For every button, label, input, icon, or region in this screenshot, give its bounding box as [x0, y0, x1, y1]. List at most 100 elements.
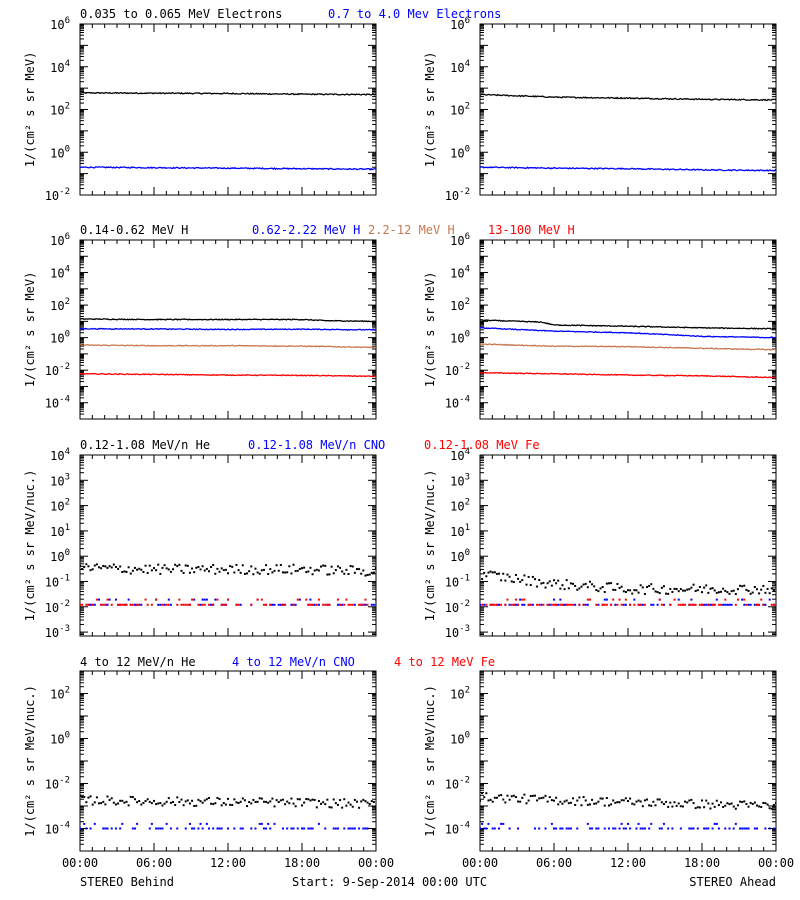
data-point [254, 567, 257, 570]
panel-ahead: 10-2 100 102 104 106 1/(cm² s sr MeV) [423, 16, 777, 203]
data-point [677, 603, 680, 606]
data-point [355, 800, 358, 803]
data-point [104, 565, 107, 568]
data-point [656, 798, 659, 801]
data-point [713, 603, 716, 606]
data-point [755, 827, 758, 830]
data-point [572, 603, 575, 606]
data-point [106, 795, 109, 798]
data-point [87, 603, 90, 606]
data-point [290, 827, 293, 830]
data-point [237, 801, 240, 804]
data-point [660, 586, 663, 589]
data-point [205, 567, 208, 570]
data-point [523, 574, 526, 577]
data-point [138, 603, 141, 606]
data-point [317, 822, 320, 825]
data-point [743, 827, 746, 830]
data-point [362, 569, 365, 572]
data-point [553, 579, 555, 582]
data-point [309, 827, 312, 830]
data-point [184, 800, 187, 803]
data-point [273, 569, 276, 572]
legend-entry: 4 to 12 MeV/n He [80, 655, 196, 669]
data-point [167, 598, 170, 601]
data-point [93, 564, 96, 567]
data-point [102, 827, 105, 830]
data-point [686, 588, 689, 591]
data-point [167, 568, 170, 571]
data-point [366, 573, 369, 576]
data-point [260, 598, 263, 601]
data-point [85, 827, 88, 830]
data-point [349, 803, 352, 806]
data-point [574, 803, 577, 806]
data-point [309, 598, 312, 601]
data-point [506, 794, 509, 797]
series-group [480, 791, 776, 830]
data-point [286, 827, 289, 830]
data-point [301, 804, 303, 807]
data-point [246, 572, 249, 575]
data-point [265, 564, 268, 567]
data-point [353, 798, 356, 801]
data-point [201, 827, 204, 830]
data-point [104, 803, 107, 806]
data-point [548, 580, 551, 583]
data-point [601, 586, 604, 589]
data-point [578, 603, 581, 606]
data-point [199, 603, 202, 606]
panel-ahead: 10-3 10-2 10-1 100 101 102 103 104 1/(cm² s sr M… [423, 447, 777, 640]
data-point [93, 822, 96, 825]
data-point [296, 598, 299, 601]
data-point [483, 571, 486, 574]
data-point [100, 802, 103, 805]
data-point [662, 803, 665, 806]
data-point [631, 802, 634, 805]
y-tick-label: 10-1 [45, 573, 70, 589]
data-point [167, 603, 170, 606]
data-point [246, 805, 249, 808]
data-point [296, 827, 299, 830]
data-point [493, 603, 496, 606]
data-point [546, 603, 549, 606]
data-point [656, 603, 659, 606]
data-point [241, 827, 244, 830]
data-point [131, 827, 134, 830]
data-point [222, 802, 225, 805]
plot-frame [79, 670, 377, 852]
data-point [510, 580, 513, 583]
data-point [343, 572, 346, 575]
data-point [595, 827, 598, 830]
x-tick-label: 00:00 [462, 856, 498, 870]
data-point [553, 603, 555, 606]
data-point [675, 804, 678, 807]
data-point [256, 571, 259, 574]
data-point [81, 603, 84, 606]
data-point [637, 822, 640, 825]
data-point [180, 569, 183, 572]
data-point [591, 583, 594, 586]
data-point [641, 805, 644, 808]
y-axis-label: 1/(cm² s sr MeV/nuc.) [423, 685, 437, 837]
data-point [267, 572, 270, 575]
data-point [148, 800, 151, 803]
data-point [110, 797, 113, 800]
data-point [163, 802, 166, 805]
legend-entry: 0.14-0.62 MeV H [80, 223, 188, 237]
data-point [260, 797, 263, 800]
y-tick-label: 10-2 [445, 362, 470, 378]
data-point [241, 564, 244, 567]
data-point [243, 572, 246, 575]
data-point [332, 827, 335, 830]
y-tick-label: 101 [50, 523, 70, 539]
data-point [758, 603, 761, 606]
data-point [498, 794, 501, 797]
y-tick-label: 10-2 [445, 187, 470, 203]
data-point [711, 802, 714, 805]
data-point [764, 827, 767, 830]
series-group [80, 317, 376, 378]
data-point [601, 603, 604, 606]
data-point [119, 603, 122, 606]
